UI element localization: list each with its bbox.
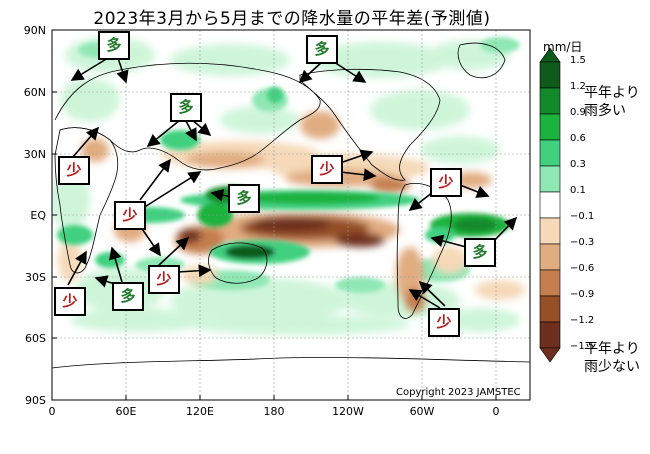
wet-note-line2: 雨多い bbox=[584, 103, 626, 119]
wet-badge-europe: 多 bbox=[98, 31, 130, 60]
colorbar-unit: mm/日 bbox=[543, 40, 583, 54]
wet-badge-south-africa: 多 bbox=[112, 282, 144, 311]
colorbar-value-label: 0.9 bbox=[570, 107, 586, 118]
copyright-text: Copyright 2023 JAMSTEC bbox=[396, 387, 521, 398]
dry-badge-caribbean: 少 bbox=[430, 168, 462, 197]
colorbar bbox=[539, 47, 561, 363]
dry-badge-australia: 少 bbox=[148, 265, 180, 294]
y-label-eq: EQ bbox=[30, 209, 46, 222]
dry-badge-indian-ocean: 少 bbox=[114, 201, 146, 230]
colorbar-value-label: −1.2 bbox=[570, 315, 595, 326]
colorbar-value-label: 0.3 bbox=[570, 159, 586, 170]
wet-badge-asia: 多 bbox=[170, 93, 202, 122]
colorbar-band bbox=[539, 113, 561, 141]
europe-asia-outline bbox=[54, 62, 321, 171]
antarctica-outline bbox=[52, 357, 530, 369]
map-title: 2023年3月から5月までの降水量の平年差(予測値) bbox=[93, 9, 491, 29]
x-label-60w: 60W bbox=[409, 405, 435, 418]
x-label-120w: 120W bbox=[332, 405, 364, 418]
colorbar-band bbox=[539, 87, 561, 115]
colorbar-value-label: −0.6 bbox=[570, 263, 595, 274]
wet-badge-north-pacific: 多 bbox=[306, 35, 338, 64]
south-america-outline bbox=[396, 183, 452, 319]
dry-badge-central-pacific: 少 bbox=[311, 155, 343, 184]
colorbar-value-label: 1.2 bbox=[570, 81, 586, 92]
y-label-60s: 60S bbox=[25, 332, 46, 345]
wet-note: 平年より 雨多い bbox=[584, 84, 640, 120]
annotation-arrows bbox=[67, 57, 518, 309]
colorbar-band bbox=[539, 139, 561, 167]
y-label-90s: 90S bbox=[25, 394, 46, 407]
gridlines bbox=[52, 30, 530, 400]
colorbar-value-label: −1.5 bbox=[570, 341, 595, 352]
dry-badge-middle-east: 少 bbox=[58, 156, 90, 185]
colorbar-band bbox=[539, 191, 561, 219]
colorbar-band bbox=[539, 165, 561, 193]
colorbar-band bbox=[539, 295, 561, 323]
colorbar-value-label: −0.3 bbox=[570, 237, 595, 248]
dry-badge-south-america: 少 bbox=[428, 308, 460, 337]
x-label-120e: 120E bbox=[186, 405, 214, 418]
wet-badge-south-atlantic: 多 bbox=[464, 238, 496, 267]
x-label-180: 180 bbox=[263, 405, 285, 418]
wet-badge-maritime: 多 bbox=[228, 184, 260, 213]
colorbar-value-label: 0.6 bbox=[570, 133, 586, 144]
colorbar-value-label: −0.1 bbox=[570, 211, 595, 222]
colorbar-band bbox=[539, 321, 561, 349]
colorbar-band bbox=[539, 217, 561, 245]
y-label-30n: 30N bbox=[23, 148, 46, 161]
colorbar-value-label: 1.5 bbox=[570, 55, 586, 66]
dry-note: 平年より 雨少ない bbox=[584, 340, 640, 376]
colorbar-bottom-cap bbox=[539, 347, 561, 363]
colorbar-value-label: 0.1 bbox=[570, 185, 586, 196]
y-label-30s: 30S bbox=[25, 271, 46, 284]
y-label-60n: 60N bbox=[23, 86, 46, 99]
dry-note-line2: 雨少ない bbox=[584, 359, 640, 375]
axis-ticks bbox=[52, 91, 497, 400]
wet-note-line1: 平年より bbox=[584, 85, 640, 101]
coastlines bbox=[52, 42, 530, 369]
x-label-60e: 60E bbox=[115, 405, 137, 418]
colorbar-value-label: −0.9 bbox=[570, 289, 595, 300]
y-label-90n: 90N bbox=[23, 24, 46, 37]
colorbar-band bbox=[539, 243, 561, 271]
dry-note-line1: 平年より bbox=[584, 341, 640, 357]
dry-badge-madagascar: 少 bbox=[54, 287, 86, 316]
x-label-0-right: 0 bbox=[492, 405, 500, 418]
north-america-outline bbox=[299, 68, 441, 181]
greenland-outline bbox=[457, 42, 506, 79]
x-label-0: 0 bbox=[48, 405, 56, 418]
africa-outline bbox=[54, 127, 119, 274]
colorbar-band bbox=[539, 269, 561, 297]
colorbar-band bbox=[539, 61, 561, 89]
